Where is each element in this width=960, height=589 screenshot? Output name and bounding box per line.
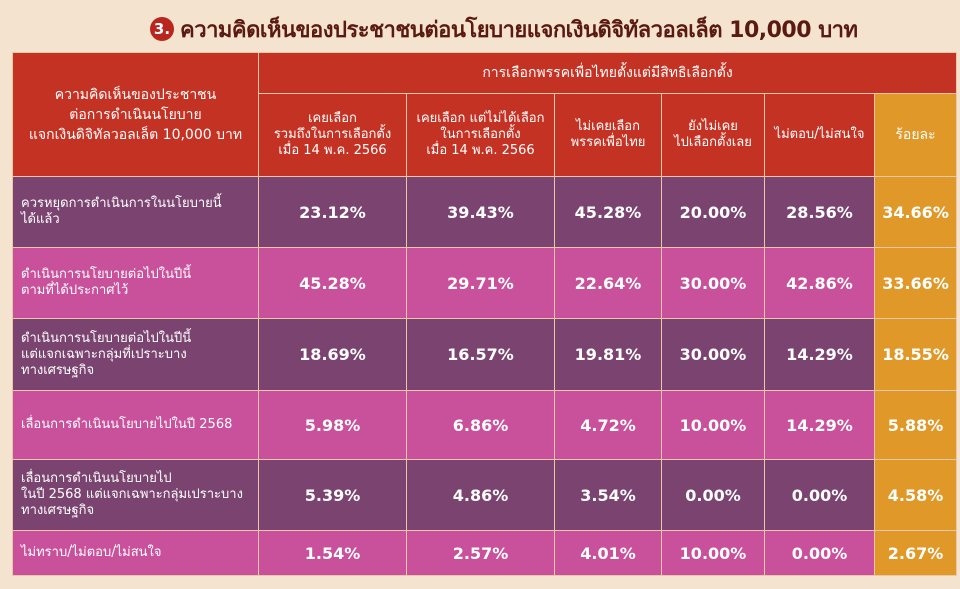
- table-row: ดำเนินการนโยบายต่อไปในปีนี้ ตามที่ได้ประ…: [12, 247, 958, 319]
- column-header-text: ยังไม่เคย ไปเลือกตั้งเลย: [674, 119, 752, 150]
- column-header: ไม่ตอบ/ไม่สนใจ: [764, 93, 875, 177]
- value-cell: 0.00%: [764, 459, 875, 531]
- column-header-text: ไม่เคยเลือก พรรคเพื่อไทย: [570, 119, 646, 150]
- row-label: เลื่อนการดำเนินนโยบายไปในปี 2568: [12, 390, 259, 460]
- value-cell: 23.12%: [258, 176, 407, 248]
- table-row: ไม่ทราบ/ไม่ตอบ/ไม่สนใจ 1.54% 2.57% 4.01% 10.…: [12, 530, 958, 576]
- percent-cell: 5.88%: [873, 390, 958, 460]
- value-cell: 16.57%: [406, 318, 555, 391]
- table-row: เลื่อนการดำเนินนโยบายไป ในปี 2568 แต่แจก…: [12, 459, 958, 531]
- value-cell: 2.57%: [406, 530, 555, 576]
- percent-cell: 2.67%: [873, 530, 958, 576]
- row-label-text: เลื่อนการดำเนินนโยบายไป ในปี 2568 แต่แจก…: [21, 471, 243, 518]
- column-header: ยังไม่เคย ไปเลือกตั้งเลย: [661, 93, 765, 177]
- value-cell: 42.86%: [764, 247, 875, 319]
- column-header-text: ไม่ตอบ/ไม่สนใจ: [774, 127, 865, 142]
- value-cell: 4.86%: [406, 459, 555, 531]
- row-label-text: ควรหยุดการดำเนินการในนโยบายนี้ ได้แล้ว: [21, 196, 222, 227]
- row-label: ไม่ทราบ/ไม่ตอบ/ไม่สนใจ: [12, 530, 259, 576]
- column-header-text: เคยเลือก แต่ไม่ได้เลือก ในการเลือกตั้ง เ…: [416, 111, 545, 158]
- title-bar: 3. ความคิดเห็นของประชาชนต่อนโยบายแจกเงิน…: [150, 10, 858, 48]
- value-cell: 30.00%: [661, 318, 765, 391]
- value-cell: 3.54%: [554, 459, 662, 531]
- row-label-text: ไม่ทราบ/ไม่ตอบ/ไม่สนใจ: [21, 545, 162, 560]
- table-row: ควรหยุดการดำเนินการในนโยบายนี้ ได้แล้ว 23…: [12, 176, 958, 248]
- value-cell: 10.00%: [661, 390, 765, 460]
- value-cell: 10.00%: [661, 530, 765, 576]
- section-number-badge: 3.: [150, 17, 174, 41]
- value-cell: 5.98%: [258, 390, 407, 460]
- table-row: ดำเนินการนโยบายต่อไปในปีนี้ แต่แจกเฉพาะก…: [12, 318, 958, 391]
- value-cell: 29.71%: [406, 247, 555, 319]
- value-cell: 6.86%: [406, 390, 555, 460]
- value-cell: 19.81%: [554, 318, 662, 391]
- percent-cell: 33.66%: [873, 247, 958, 319]
- value-cell: 5.39%: [258, 459, 407, 531]
- value-cell: 14.29%: [764, 390, 875, 460]
- row-header-text: ความคิดเห็นของประชาชน ต่อการดำเนินนโยบาย…: [28, 86, 243, 143]
- row-label-text: เลื่อนการดำเนินนโยบายไปในปี 2568: [21, 417, 233, 432]
- value-cell: 39.43%: [406, 176, 555, 248]
- value-cell: 18.69%: [258, 318, 407, 391]
- row-label: เลื่อนการดำเนินนโยบายไป ในปี 2568 แต่แจก…: [12, 459, 259, 531]
- value-cell: 0.00%: [661, 459, 765, 531]
- percent-header: ร้อยละ: [873, 93, 958, 177]
- table-row: เลื่อนการดำเนินนโยบายไปในปี 2568 5.98% 6.8…: [12, 390, 958, 460]
- value-cell: 45.28%: [554, 176, 662, 248]
- survey-table: ความคิดเห็นของประชาชน ต่อการดำเนินนโยบาย…: [12, 52, 958, 576]
- value-cell: 45.28%: [258, 247, 407, 319]
- row-label-text: ดำเนินการนโยบายต่อไปในปีนี้ แต่แจกเฉพาะก…: [21, 330, 192, 378]
- group-header: การเลือกพรรคเพื่อไทยตั้งแต่มีสิทธิเลือกต…: [257, 52, 958, 94]
- page-title: ความคิดเห็นของประชาชนต่อนโยบายแจกเงินดิจ…: [180, 17, 858, 43]
- column-header: เคยเลือก รวมถึงในการเลือกตั้ง เมื่อ 14 พ…: [258, 93, 407, 177]
- column-header: เคยเลือก แต่ไม่ได้เลือก ในการเลือกตั้ง เ…: [406, 93, 555, 177]
- column-header-text: เคยเลือก รวมถึงในการเลือกตั้ง เมื่อ 14 พ…: [273, 111, 392, 158]
- row-label: ดำเนินการนโยบายต่อไปในปีนี้ แต่แจกเฉพาะก…: [12, 318, 259, 391]
- percent-cell: 4.58%: [873, 459, 958, 531]
- table-body: ควรหยุดการดำเนินการในนโยบายนี้ ได้แล้ว 23…: [12, 176, 958, 576]
- value-cell: 4.01%: [554, 530, 662, 576]
- row-label-text: ดำเนินการนโยบายต่อไปในปีนี้ ตามที่ได้ประ…: [21, 267, 192, 298]
- row-label: ดำเนินการนโยบายต่อไปในปีนี้ ตามที่ได้ประ…: [12, 247, 259, 319]
- value-cell: 28.56%: [764, 176, 875, 248]
- value-cell: 22.64%: [554, 247, 662, 319]
- value-cell: 20.00%: [661, 176, 765, 248]
- value-cell: 14.29%: [764, 318, 875, 391]
- value-cell: 30.00%: [661, 247, 765, 319]
- value-cell: 4.72%: [554, 390, 662, 460]
- percent-cell: 18.55%: [873, 318, 958, 391]
- value-cell: 0.00%: [764, 530, 875, 576]
- value-cell: 1.54%: [258, 530, 407, 576]
- percent-cell: 34.66%: [873, 176, 958, 248]
- row-label: ควรหยุดการดำเนินการในนโยบายนี้ ได้แล้ว: [12, 176, 259, 248]
- row-header-label: ความคิดเห็นของประชาชน ต่อการดำเนินนโยบาย…: [12, 52, 259, 177]
- column-header: ไม่เคยเลือก พรรคเพื่อไทย: [554, 93, 662, 177]
